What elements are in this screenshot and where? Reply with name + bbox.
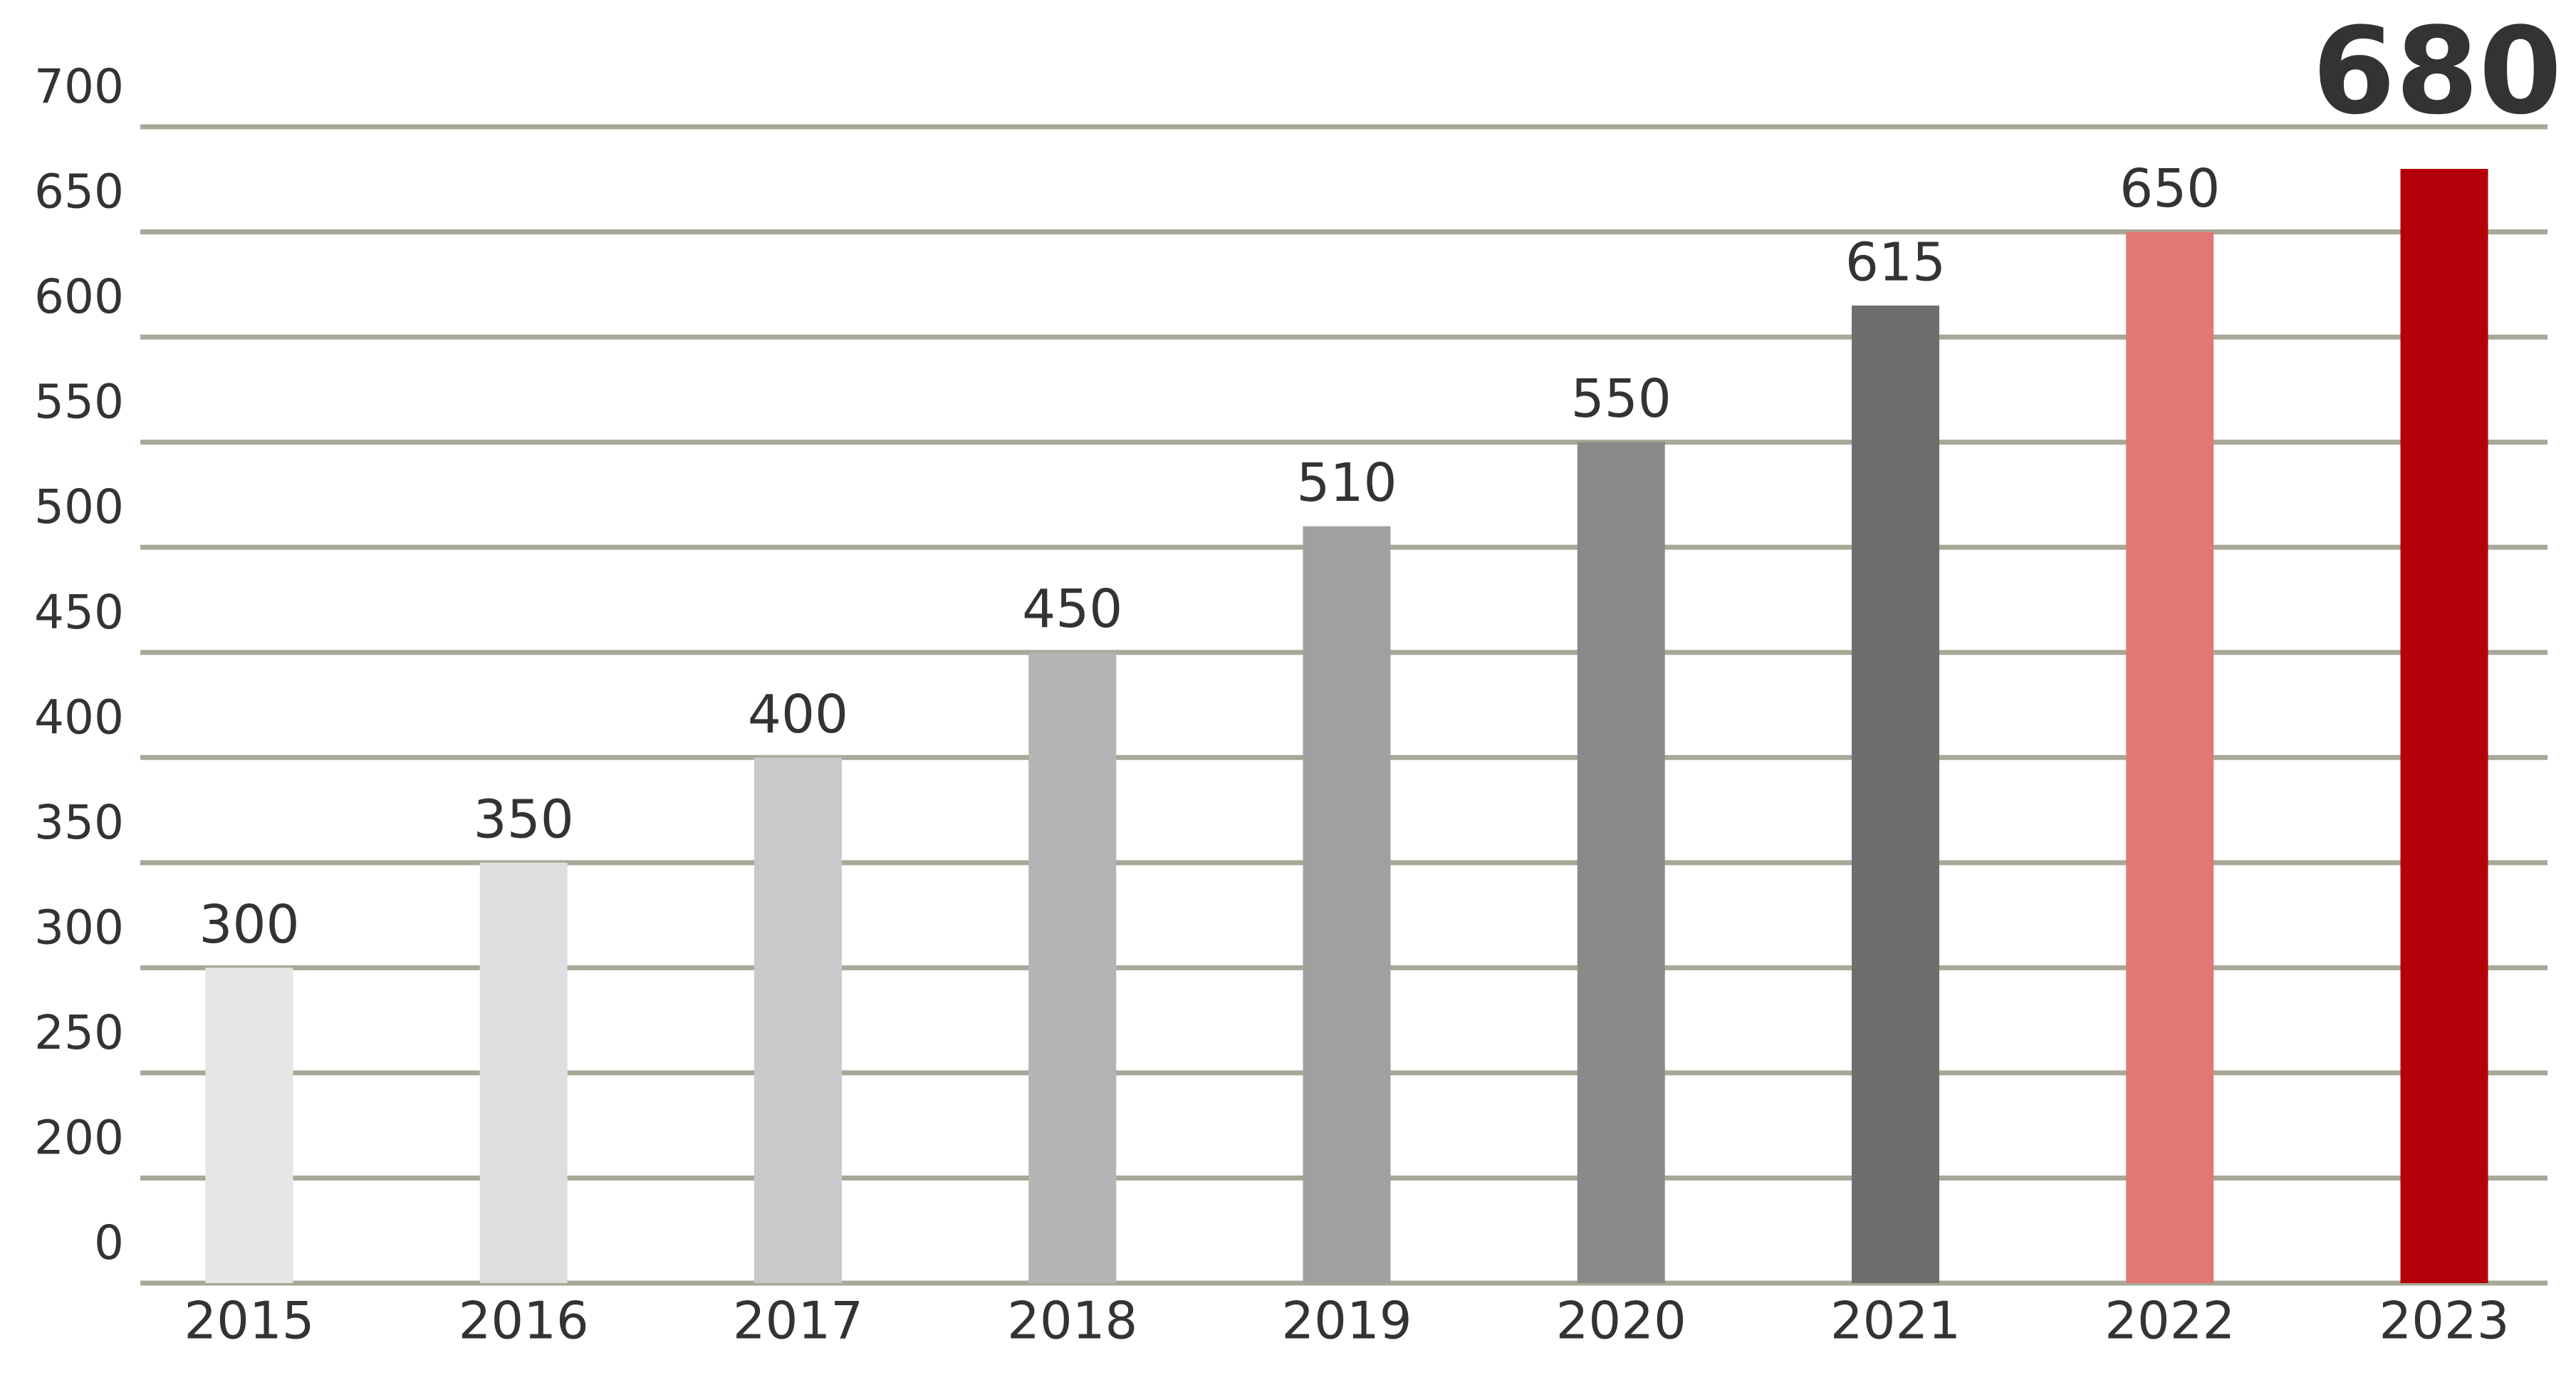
value-label: 450 [1022,579,1122,640]
value-label: 510 [1296,452,1397,514]
y-tick-label: 0 [94,1215,124,1270]
bar [1852,305,1939,1283]
bar [205,968,293,1283]
x-tick-label: 2015 [184,1291,314,1351]
bar [479,862,568,1283]
x-tick-label: 2023 [2379,1291,2509,1351]
bar [1028,652,1117,1283]
y-tick-label: 650 [34,165,124,219]
x-tick-label: 2021 [1830,1291,1961,1351]
bar [2400,169,2488,1283]
y-tick-label: 250 [34,1005,124,1060]
x-tick-label: 2016 [459,1291,589,1351]
value-label: 350 [474,789,574,850]
x-tick-label: 2022 [2105,1291,2235,1351]
value-label: 550 [1571,368,1672,430]
bar [2126,232,2214,1284]
x-tick-label: 2018 [1007,1291,1137,1351]
y-tick-label: 450 [34,585,124,640]
y-tick-label: 700 [34,59,124,114]
x-tick-label: 2020 [1556,1291,1686,1351]
bar [1303,526,1391,1283]
x-tick-label: 2017 [733,1291,863,1351]
value-label: 300 [199,894,299,955]
y-tick-label: 500 [34,479,124,534]
y-tick-label: 600 [34,269,124,324]
bar [754,757,842,1283]
value-label: 680 [2312,1,2562,141]
y-tick-label: 300 [34,900,124,955]
value-label: 615 [1845,232,1946,293]
value-label: 400 [748,684,848,745]
y-tick-label: 350 [34,795,124,850]
x-tick-label: 2019 [1281,1291,1412,1351]
bar [1577,442,1665,1283]
y-tick-label: 400 [34,690,124,745]
y-tick-label: 200 [34,1111,124,1166]
value-label: 650 [2119,158,2220,219]
y-tick-label: 550 [34,375,124,430]
